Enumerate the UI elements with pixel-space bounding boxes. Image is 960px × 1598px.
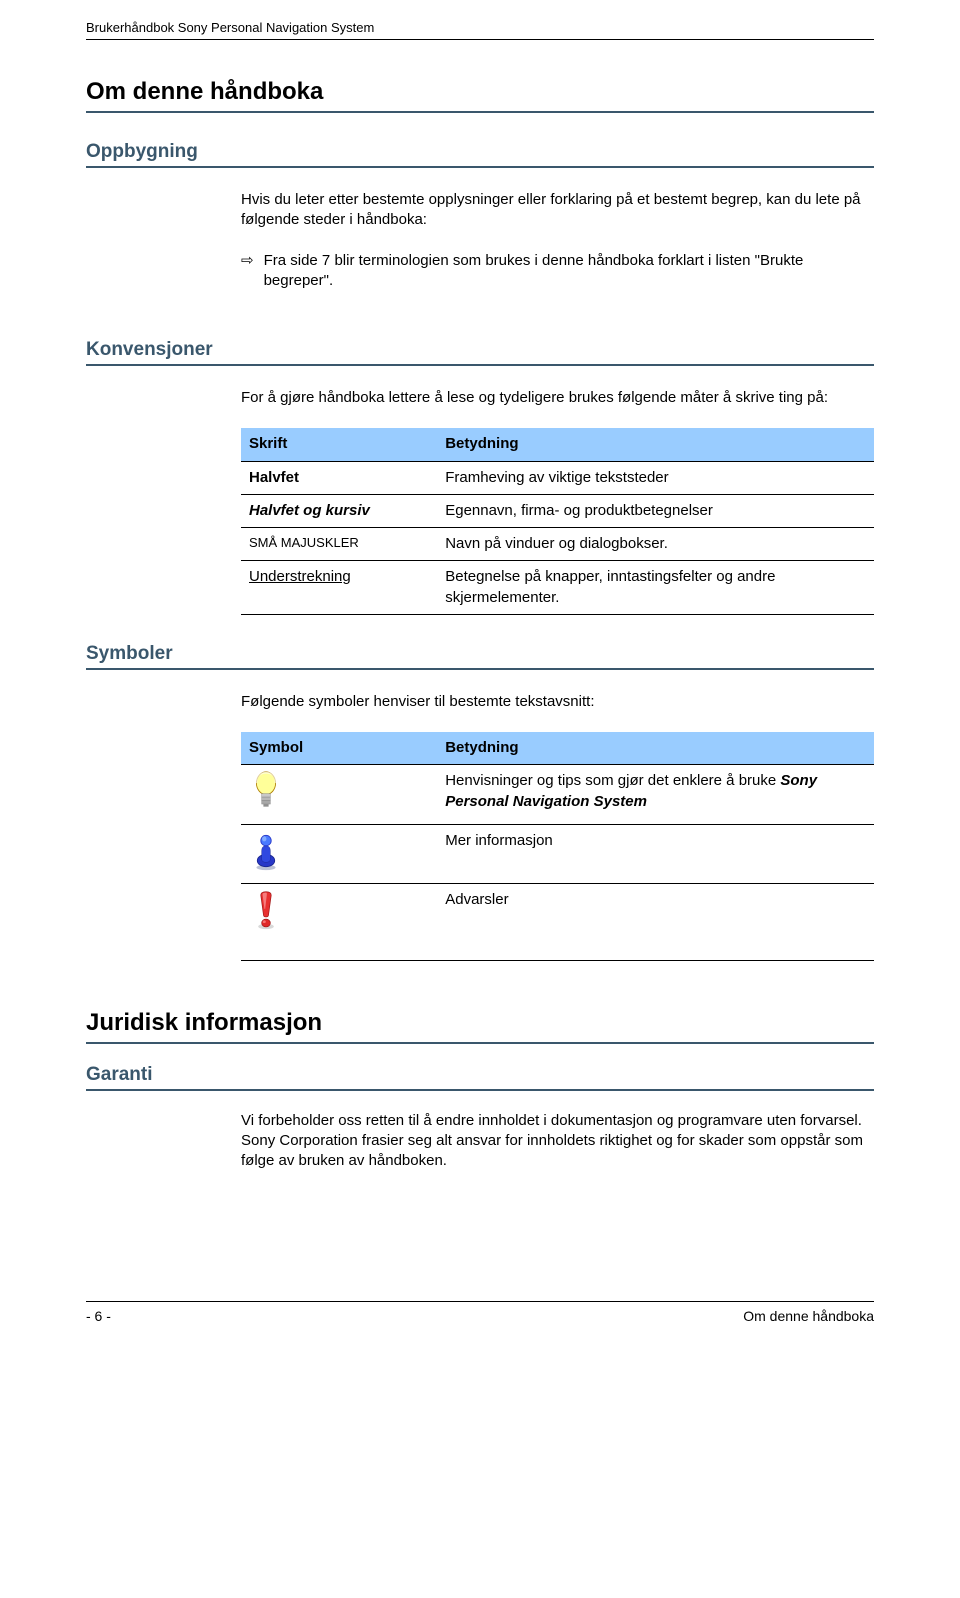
symbol-cell — [241, 765, 437, 824]
table-header-row: Skrift Betydning — [241, 428, 874, 461]
warning-icon — [249, 890, 283, 930]
table-header-row: Symbol Betydning — [241, 732, 874, 765]
symbol-cell — [241, 824, 437, 883]
arrow-icon: ⇨ — [241, 251, 254, 292]
paragraph: Hvis du leter etter bestemte opplysninge… — [241, 190, 874, 231]
page-footer: - 6 - Om denne håndboka — [86, 1301, 874, 1324]
betydning-cell: Mer informasjon — [437, 824, 874, 883]
table-row: Halvfet Framheving av viktige tekststede… — [241, 461, 874, 494]
table-row-spacer — [241, 942, 874, 960]
heading-juridisk: Juridisk informasjon — [86, 1009, 874, 1044]
heading-symboler: Symboler — [86, 643, 874, 670]
table-row: SMÅ MAJUSKLER Navn på vinduer og dialogb… — [241, 528, 874, 561]
paragraph: Vi forbeholder oss retten til å endre in… — [241, 1111, 874, 1172]
table-row: Understrekning Betegnelse på knapper, in… — [241, 561, 874, 615]
heading-konvensjoner: Konvensjoner — [86, 339, 874, 366]
heading-1: Om denne håndboka — [86, 78, 874, 113]
betydning-cell: Advarsler — [437, 883, 874, 942]
footer-page-number: - 6 - — [86, 1308, 111, 1324]
skrift-cell: SMÅ MAJUSKLER — [241, 528, 437, 561]
betydning-cell: Henvisninger og tips som gjør det enkler… — [437, 765, 874, 824]
bullet-text: Fra side 7 blir terminologien som brukes… — [264, 251, 874, 292]
heading-garanti: Garanti — [86, 1064, 874, 1091]
betydning-cell: Navn på vinduer og dialogbokser. — [437, 528, 874, 561]
content-oppbygning: Hvis du leter etter bestemte opplysninge… — [241, 190, 874, 291]
table-row: Advarsler — [241, 883, 874, 942]
paragraph: Følgende symboler henviser til bestemte … — [241, 692, 874, 712]
info-figure-icon — [249, 831, 283, 871]
th-skrift: Skrift — [241, 428, 437, 461]
footer-section-title: Om denne håndboka — [743, 1308, 874, 1324]
th-betydning: Betydning — [437, 732, 874, 765]
document-page: Brukerhåndbok Sony Personal Navigation S… — [0, 0, 960, 1334]
table-row: Henvisninger og tips som gjør det enkler… — [241, 765, 874, 824]
skrift-cell: Understrekning — [241, 561, 437, 615]
betydning-cell: Betegnelse på knapper, inntastingsfelter… — [437, 561, 874, 615]
heading-oppbygning: Oppbygning — [86, 141, 874, 168]
th-betydning: Betydning — [437, 428, 874, 461]
content-garanti: Vi forbeholder oss retten til å endre in… — [241, 1111, 874, 1172]
page-header: Brukerhåndbok Sony Personal Navigation S… — [86, 20, 874, 40]
betydning-cell: Egennavn, firma- og produktbetegnelser — [437, 494, 874, 527]
bullet-item: ⇨ Fra side 7 blir terminologien som bruk… — [241, 251, 874, 292]
table-row: Mer informasjon — [241, 824, 874, 883]
skrift-cell: Halvfet — [241, 461, 437, 494]
lightbulb-icon — [249, 771, 283, 811]
skrift-cell: Halvfet og kursiv — [241, 494, 437, 527]
th-symbol: Symbol — [241, 732, 437, 765]
konvensjoner-table: Skrift Betydning Halvfet Framheving av v… — [241, 428, 874, 615]
table-row: Halvfet og kursiv Egennavn, firma- og pr… — [241, 494, 874, 527]
symbol-cell — [241, 883, 437, 942]
content-symboler: Følgende symboler henviser til bestemte … — [241, 692, 874, 961]
betydning-cell: Framheving av viktige tekststeder — [437, 461, 874, 494]
symboler-table: Symbol Betydning Henvisninger og tips so… — [241, 732, 874, 961]
text-prefix: Henvisninger og tips som gjør det enkler… — [445, 772, 780, 789]
paragraph: For å gjøre håndboka lettere å lese og t… — [241, 388, 874, 408]
content-konvensjoner: For å gjøre håndboka lettere å lese og t… — [241, 388, 874, 615]
